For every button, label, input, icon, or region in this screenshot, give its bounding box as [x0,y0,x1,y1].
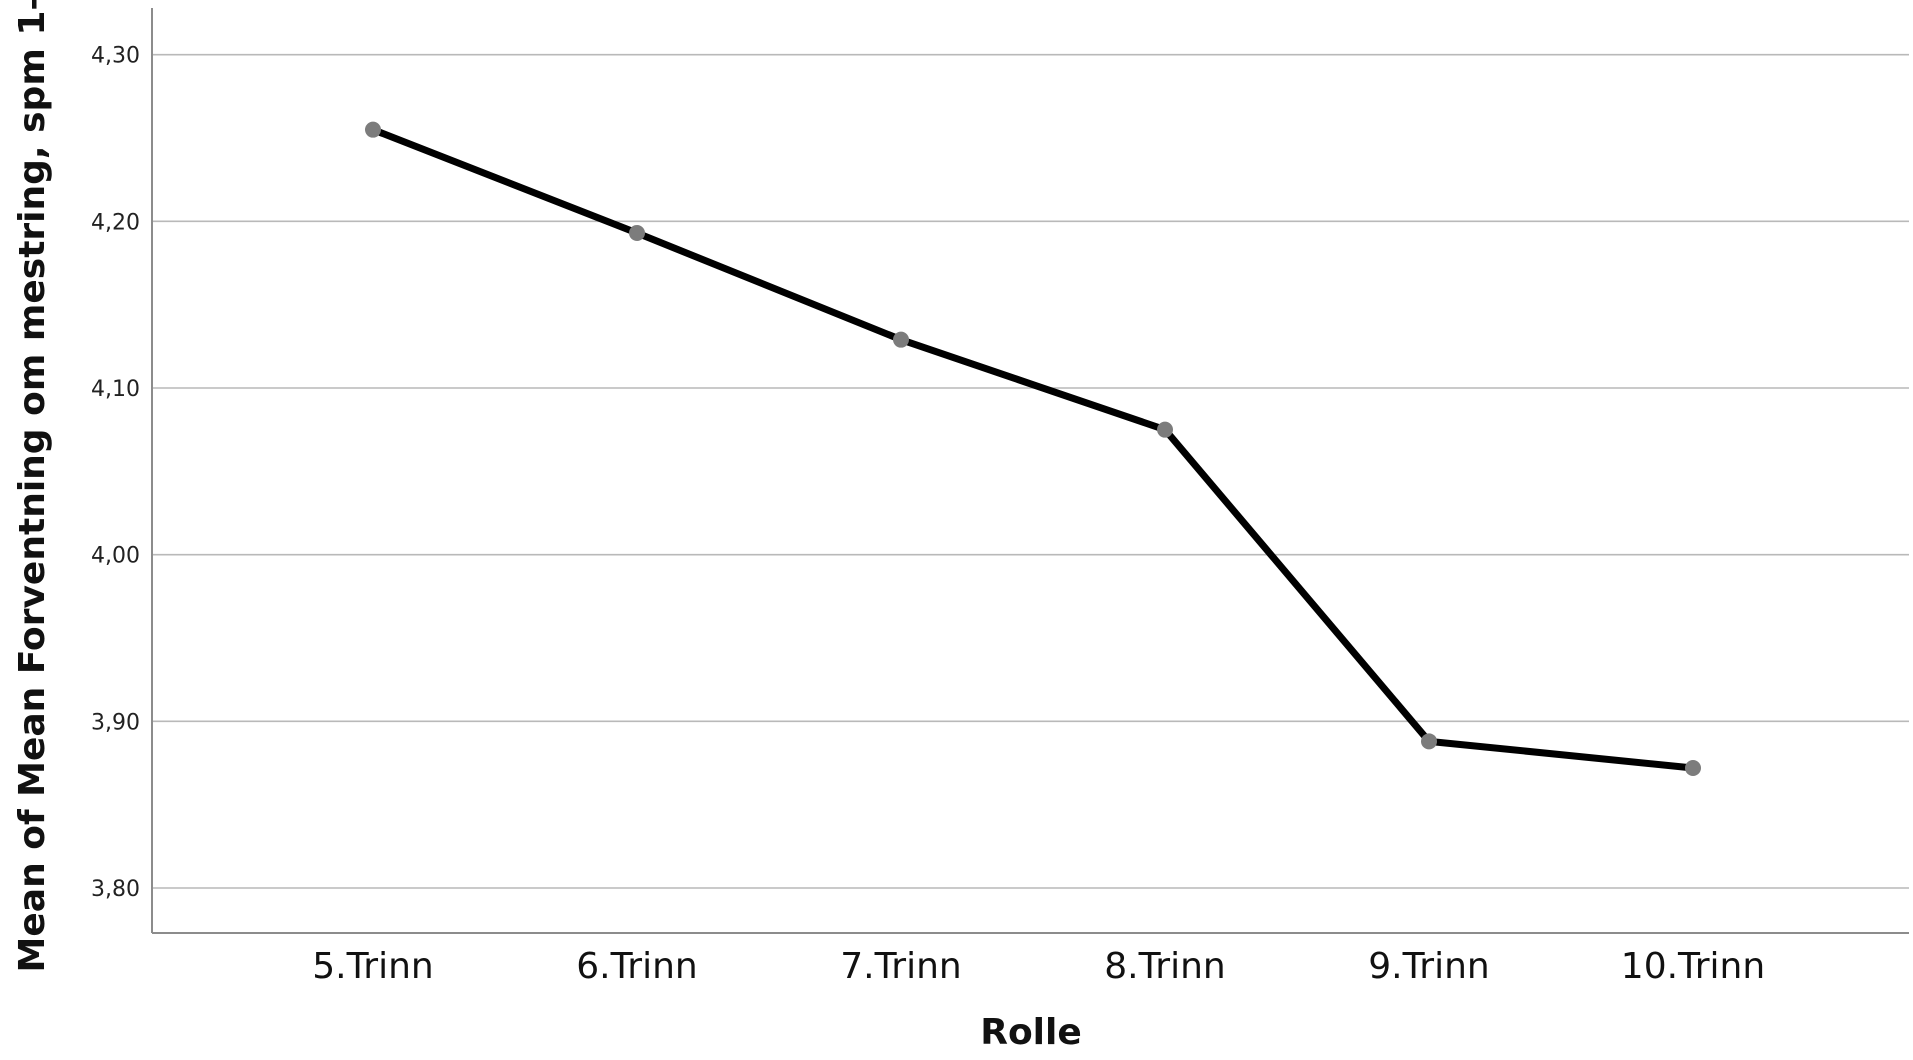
y-tick-label: 4,20 [91,210,140,235]
x-tick-label: 7.Trinn [840,946,961,987]
x-tick-label: 8.Trinn [1104,946,1225,987]
x-axis-title: Rolle [980,1012,1082,1053]
y-tick-label: 3,80 [91,877,140,902]
y-tick-label: 3,90 [91,710,140,735]
y-tick-label: 4,00 [91,544,140,569]
x-tick-label: 10.Trinn [1621,946,1765,987]
data-point [365,121,381,138]
x-tick-label: 5.Trinn [312,946,433,987]
data-point [893,331,909,348]
y-axis-title: Mean of Mean Forventning om mestring, sp… [12,0,53,972]
data-point [629,225,645,241]
x-tick-labels: 5.Trinn 6.Trinn 7.Trinn 8.Trinn 9.Trinn 10.Tr… [312,946,1765,987]
x-tick-label: 6.Trinn [576,946,697,987]
series-line [369,126,1697,772]
data-point [1157,421,1173,438]
axes [151,8,1909,934]
data-point [1685,760,1701,776]
data-point [1421,733,1437,750]
y-tick-labels: 3,80 3,90 4,00 4,10 4,20 4,30 [91,44,140,902]
y-tick-label: 4,30 [91,44,140,69]
y-tick-label: 4,10 [91,377,140,402]
gridlines [152,53,1909,889]
x-tick-label: 9.Trinn [1368,946,1489,987]
series [365,121,1701,776]
